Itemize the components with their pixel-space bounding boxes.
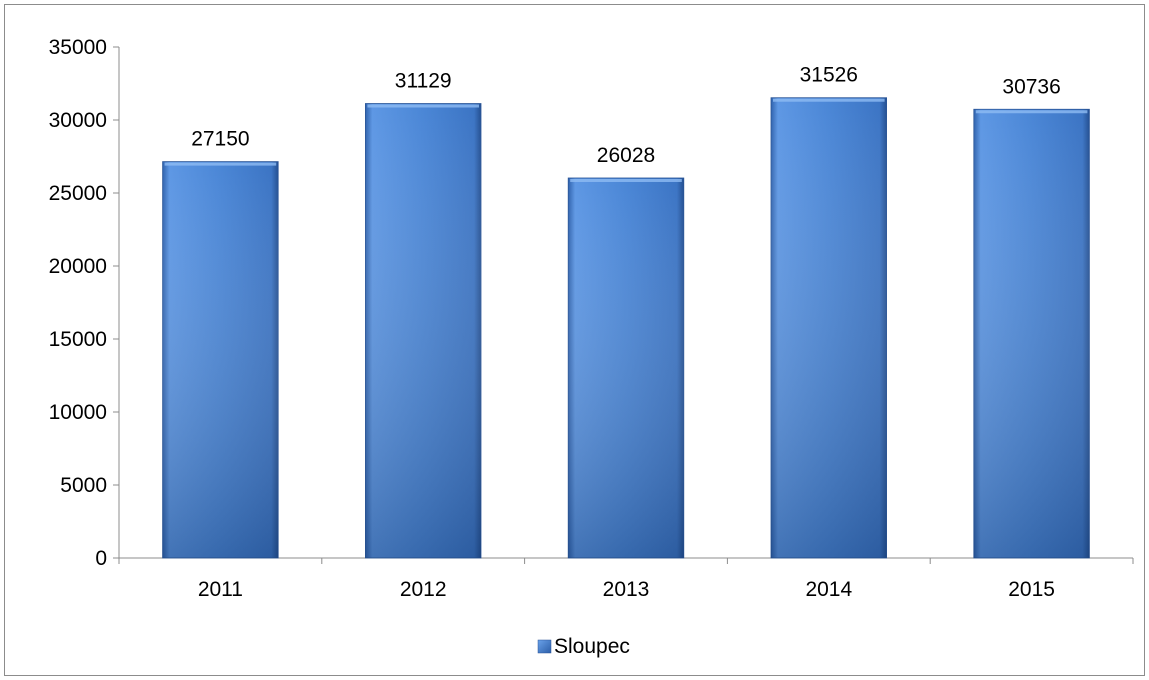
data-label: 26028 [597, 144, 655, 167]
data-label: 27150 [191, 128, 249, 151]
y-tick-label: 5000 [60, 474, 107, 497]
data-label: 30736 [1002, 75, 1060, 98]
bars [162, 97, 1090, 559]
bar-shade [162, 161, 279, 559]
legend: Sloupec [537, 635, 630, 658]
legend-swatch [537, 639, 552, 654]
y-tick-label: 30000 [49, 109, 107, 132]
x-tick-label: 2011 [198, 578, 243, 601]
y-axis: 0 5000 10000 15000 20000 25000 30000 35000 [49, 36, 120, 570]
bar-top-bevel [164, 162, 277, 166]
bar-chart: 0 5000 10000 15000 20000 25000 30000 35000 2011… [49, 36, 1134, 658]
chart-frame: 0 5000 10000 15000 20000 25000 30000 35000 2011… [4, 4, 1145, 676]
y-tick-label: 20000 [49, 255, 107, 278]
bar-top-bevel [975, 110, 1088, 114]
bar-shade [365, 103, 481, 558]
bar-top-bevel [367, 104, 479, 108]
x-tick-label: 2014 [805, 578, 852, 601]
x-axis: 2011 2012 2013 2014 2015 [118, 557, 1134, 601]
data-label: 31526 [800, 64, 858, 87]
legend-label-sloupec: Sloupec [554, 635, 630, 658]
bar-shade [771, 97, 887, 558]
x-tick-label: 2013 [603, 578, 650, 601]
y-tick-label: 0 [95, 547, 107, 570]
bar-shade [568, 177, 684, 558]
y-tick-label: 10000 [49, 401, 107, 424]
y-tick-label: 35000 [49, 36, 107, 59]
data-labels: 27150 31129 26028 31526 30736 [191, 64, 1061, 167]
bar-shade [973, 109, 1090, 559]
y-tick-label: 25000 [49, 182, 107, 205]
bar-top-bevel [773, 98, 885, 102]
y-tick-label: 15000 [49, 328, 107, 351]
bar-top-bevel [570, 178, 682, 182]
x-tick-label: 2012 [400, 578, 447, 601]
data-label: 31129 [395, 70, 452, 93]
x-tick-label: 2015 [1008, 578, 1055, 601]
